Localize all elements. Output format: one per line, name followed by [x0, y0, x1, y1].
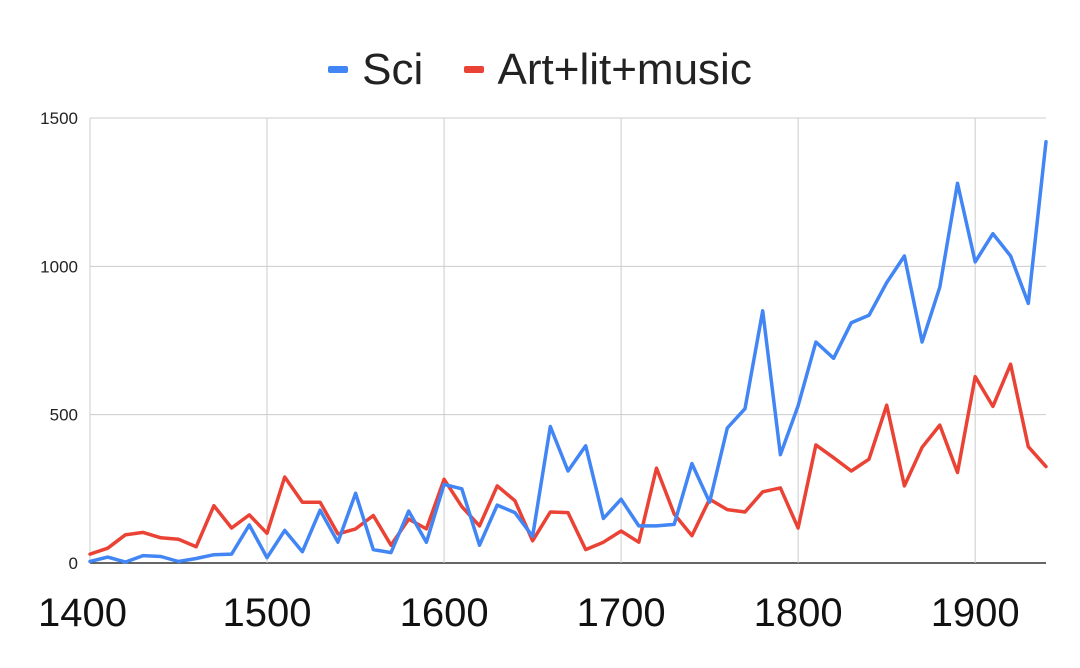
x-tick-label: 1900	[931, 591, 1020, 635]
x-tick-label: 1800	[754, 591, 843, 635]
x-tick-label: 1400	[38, 591, 127, 635]
legend-label-sci: Sci	[362, 44, 424, 94]
legend-swatch-sci	[328, 66, 349, 73]
legend-label-art: Art+lit+music	[497, 44, 752, 94]
y-tick-label: 1500	[40, 109, 78, 128]
legend-item-sci[interactable]: Sci	[328, 45, 423, 95]
legend: Sci Art+lit+music	[0, 34, 1080, 95]
y-tick-label: 0	[69, 554, 78, 573]
x-tick-label: 1600	[400, 591, 489, 635]
x-tick-label: 1700	[577, 591, 666, 635]
legend-item-art[interactable]: Art+lit+music	[463, 44, 752, 95]
series-line-sci	[88, 139, 1048, 564]
series-line-art-lit-music	[88, 362, 1048, 556]
x-tick-label: 1500	[223, 591, 312, 635]
y-tick-label: 500	[50, 406, 78, 425]
y-tick-label: 1000	[40, 257, 78, 276]
legend-swatch-art	[463, 66, 484, 73]
